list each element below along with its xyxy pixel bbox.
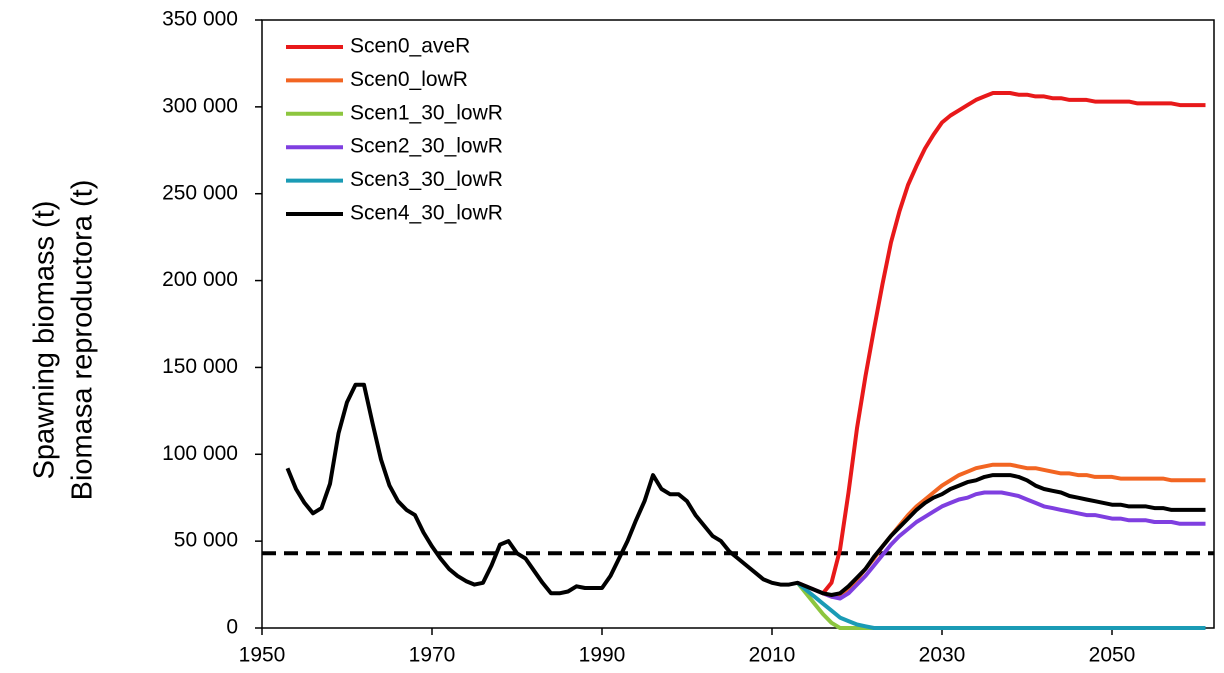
y-tick-label: 50 000 xyxy=(174,529,238,552)
x-tick-label: 2030 xyxy=(919,644,966,667)
y-tick-label: 250 000 xyxy=(162,181,238,204)
legend-label: Scen3_30_lowR xyxy=(350,168,503,191)
x-tick-label: 2050 xyxy=(1089,644,1136,667)
x-tick-label: 2010 xyxy=(749,644,796,667)
y-axis-label: Biomasa reproductora (t) xyxy=(67,180,99,501)
y-axis-label: Spawning biomass (t) xyxy=(29,201,61,480)
series-line xyxy=(795,581,1206,630)
legend-label: Scen4_30_lowR xyxy=(350,202,503,225)
legend-label: Scen0_lowR xyxy=(350,68,468,91)
legend-label: Scen2_30_lowR xyxy=(350,135,503,158)
series-line xyxy=(285,382,1206,597)
series-line xyxy=(796,490,1206,601)
y-tick-label: 0 xyxy=(226,616,238,639)
y-tick-label: 100 000 xyxy=(162,442,238,465)
y-tick-label: 350 000 xyxy=(162,8,238,31)
y-tick-label: 150 000 xyxy=(162,355,238,378)
y-tick-label: 300 000 xyxy=(162,94,238,117)
legend-label: Scen1_30_lowR xyxy=(350,101,503,124)
x-tick-label: 1970 xyxy=(409,644,456,667)
series-line xyxy=(796,581,1206,630)
legend-label: Scen0_aveR xyxy=(350,35,470,58)
x-tick-label: 1950 xyxy=(239,644,286,667)
x-tick-label: 1990 xyxy=(579,644,626,667)
plot-frame xyxy=(261,19,1215,629)
series-line xyxy=(796,91,1206,596)
y-tick-label: 200 000 xyxy=(162,268,238,291)
